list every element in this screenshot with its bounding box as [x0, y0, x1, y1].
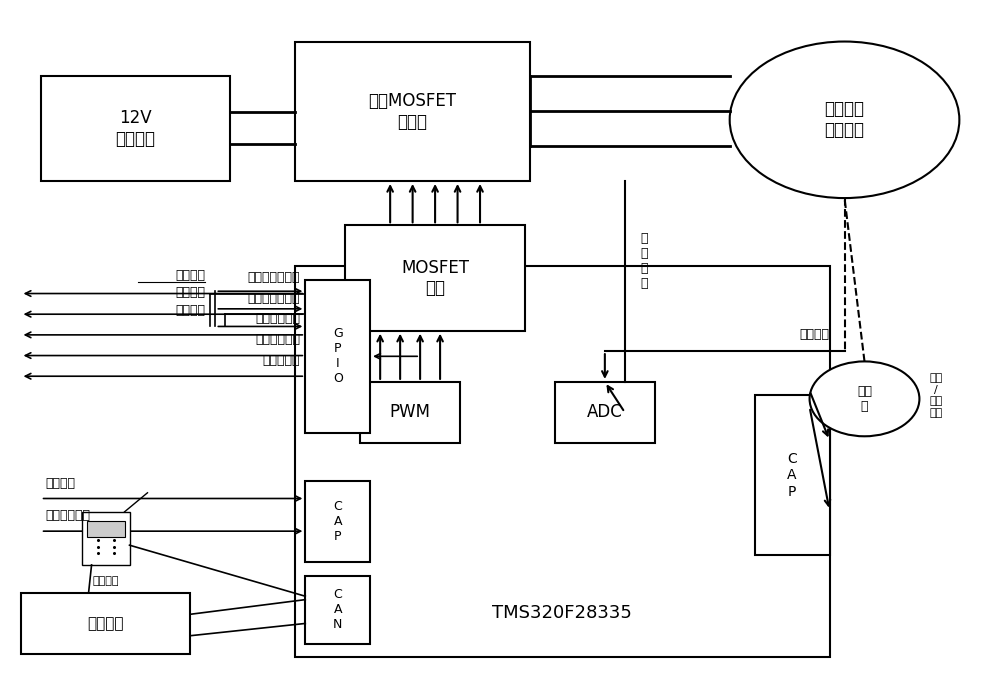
FancyBboxPatch shape [41, 76, 230, 181]
Text: MOSFET
驱动: MOSFET 驱动 [401, 258, 469, 297]
Text: 点火信号: 点火信号 [175, 269, 205, 282]
Text: C
A
P: C A P [787, 452, 797, 499]
Text: 方向信号: 方向信号 [175, 304, 205, 317]
FancyBboxPatch shape [755, 396, 830, 555]
Text: 脉冲给定信号: 脉冲给定信号 [46, 509, 91, 522]
Text: 车速信号: 车速信号 [46, 477, 76, 490]
FancyBboxPatch shape [305, 481, 370, 562]
FancyBboxPatch shape [295, 42, 530, 181]
FancyBboxPatch shape [21, 593, 190, 654]
Text: 转速
/
位置
采样: 转速 / 位置 采样 [929, 373, 943, 418]
Text: 直流无刷
伺服电机: 直流无刷 伺服电机 [825, 100, 865, 139]
FancyBboxPatch shape [87, 520, 125, 537]
Text: G
P
I
O: G P I O [333, 327, 343, 385]
Text: 扭矩信号: 扭矩信号 [800, 328, 830, 341]
Circle shape [730, 42, 959, 198]
Text: TMS320F28335: TMS320F28335 [492, 604, 632, 622]
Text: C
A
P: C A P [333, 500, 342, 543]
Text: 编码
器: 编码 器 [857, 385, 872, 413]
Text: PWM: PWM [390, 404, 431, 421]
FancyBboxPatch shape [555, 382, 655, 443]
Text: 模式选择: 模式选择 [175, 286, 205, 299]
Text: 决策终端: 决策终端 [87, 616, 124, 631]
Text: 模式离合器控制: 模式离合器控制 [248, 271, 300, 284]
Text: 右转向灯控制: 右转向灯控制 [255, 333, 300, 346]
Text: 设置终端: 设置终端 [92, 576, 119, 586]
FancyBboxPatch shape [305, 280, 370, 433]
Text: 安全离合器控制: 安全离合器控制 [248, 292, 300, 305]
Text: 电
流
采
样: 电 流 采 样 [641, 232, 648, 290]
Text: 六管MOSFET
逆变桥: 六管MOSFET 逆变桥 [369, 92, 457, 131]
Text: 左转向灯控制: 左转向灯控制 [255, 312, 300, 325]
FancyBboxPatch shape [360, 382, 460, 443]
Text: 12V
直流电源: 12V 直流电源 [116, 109, 156, 148]
Text: C
A
N: C A N [333, 589, 342, 632]
FancyBboxPatch shape [82, 512, 130, 565]
FancyBboxPatch shape [305, 576, 370, 644]
Text: ADC: ADC [587, 404, 623, 421]
Circle shape [810, 361, 919, 436]
FancyBboxPatch shape [345, 225, 525, 331]
FancyBboxPatch shape [295, 266, 830, 657]
Text: 指示灯控制: 指示灯控制 [263, 354, 300, 367]
